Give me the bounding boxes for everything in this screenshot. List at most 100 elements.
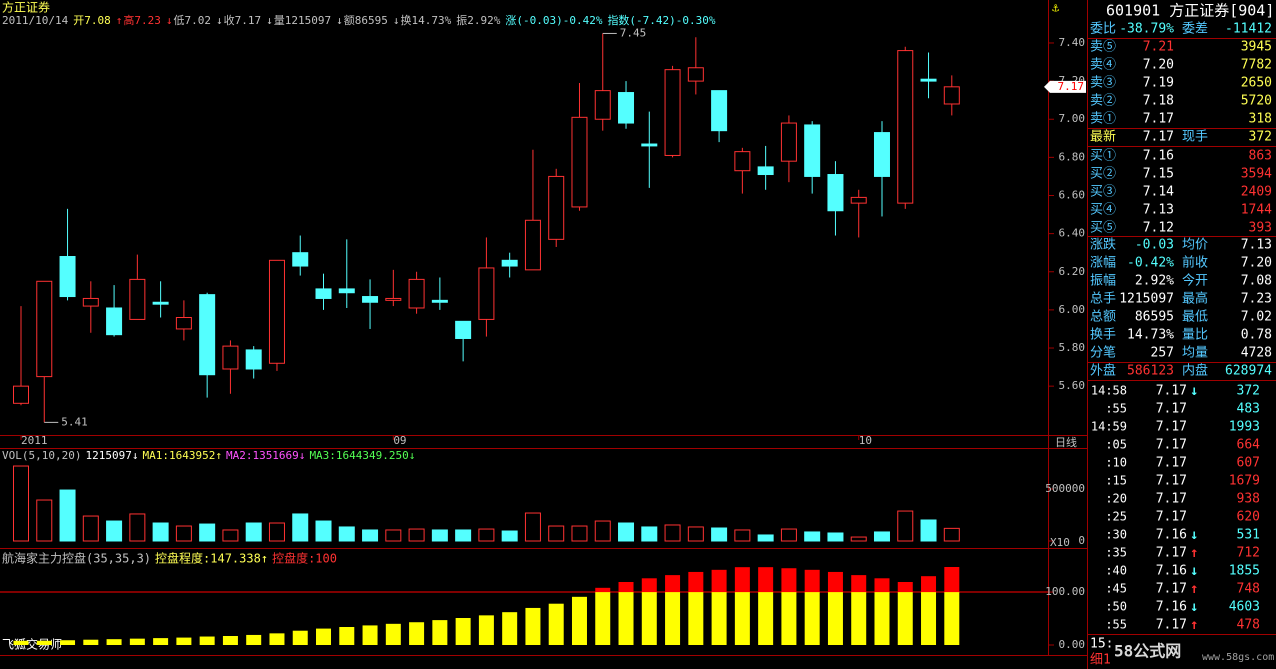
tick-volume: 4603 [1229,600,1260,615]
y-tick-label: 500000 [1045,482,1085,495]
volume-bar [175,525,192,542]
stat-label: 量比 [1182,328,1208,343]
stat-label: 振幅 [1090,274,1116,289]
last-price-tag [1044,80,1086,93]
volume-bar [664,524,681,542]
indicator-bar-low [432,620,448,645]
info-item: 2011/10/14 [2,14,69,27]
last-value: 372 [1249,130,1272,145]
candle-body [571,116,588,208]
y-tick-label: 6.80 [1059,150,1086,163]
stat-value: 1215097 [1119,292,1174,307]
last-price-label: 7.17 [1058,80,1085,93]
y-tick-label: 6.20 [1059,265,1086,278]
volume-bar [897,510,914,542]
candle-body [245,349,262,370]
bid-label: 买③ [1090,185,1116,200]
y-tick-label: 5.60 [1059,379,1086,392]
volume-bar [804,531,821,542]
indicator-bar-low [781,592,797,645]
tick-volume: 1855 [1229,564,1260,579]
tick-arrow: ↑ [1190,581,1198,597]
info-item: ↓ [336,14,343,27]
volume-bar [268,522,285,542]
ratio-label: 委差 [1182,22,1208,37]
app-title: 方正证券 [2,0,50,15]
candle-body [199,294,216,376]
tick-volume: 1679 [1229,474,1260,489]
info-item: 高7.23 [123,13,161,27]
indicator-bar-low [129,638,145,645]
stat-label: 均价 [1182,238,1208,253]
indicator-bar-low [688,592,704,645]
tick-price: 7.17 [1156,492,1187,507]
indicator-bar-low [292,630,308,645]
x-tick-label: 10 [859,434,872,447]
stat-value: 7.13 [1241,238,1272,253]
anchor-icon: ⚓ [1052,1,1060,15]
y-tick-label: 6.40 [1059,227,1086,240]
tick-volume: 620 [1237,510,1260,525]
ask-price: 7.17 [1143,112,1174,127]
indicator-bar-low [199,636,215,645]
tick-time: :55 [1105,402,1127,416]
stat-label: 总手 [1090,292,1116,307]
last-label: 最新 [1090,129,1116,145]
tick-arrow: ↓ [1190,527,1198,543]
last-label: 现手 [1182,130,1208,145]
info-item: 低7.02 [173,14,211,27]
volume-bar [82,515,99,542]
bid-volume: 863 [1249,149,1272,164]
stat-label: 总额 [1090,310,1116,325]
candle-body [897,50,914,204]
info-item: ↓ [216,14,223,27]
tick-price: 7.17 [1156,582,1187,597]
candle-body [501,259,518,267]
tick-time: :55 [1105,618,1127,632]
tick-time: :50 [1105,600,1127,614]
bid-volume: 3594 [1241,167,1272,182]
tick-volume: 748 [1237,582,1260,597]
tick-volume: 664 [1237,438,1261,453]
volume-bar [36,499,53,542]
candle-body [478,267,495,320]
y-tick-label: 6.60 [1059,188,1086,201]
unit-label: X10 [1050,536,1070,549]
tick-arrow: ↑ [1190,617,1198,633]
stat-label: 最高 [1182,291,1208,307]
volume-legend: 1215097↓ [85,449,138,462]
stat-label: 今开 [1182,273,1208,289]
stat-label: 最低 [1182,310,1208,325]
candle-body [757,166,774,176]
indicator-bar-high [851,575,867,593]
y-tick-label: 6.00 [1059,303,1086,316]
low-label: 5.41 [61,415,88,428]
volume-bar [385,529,402,542]
bid-volume: 1744 [1241,203,1272,218]
stat-value: -0.03 [1135,238,1174,253]
indicator-bar-low [641,592,657,645]
candle-body [82,297,99,307]
tick-time: :30 [1105,528,1127,542]
ask-label: 卖① [1090,112,1116,127]
volume-bar [757,534,774,542]
stat-label: 分笔 [1090,345,1116,361]
indicator-bar-low [851,592,867,645]
volume-bar [594,520,611,542]
stat-value: 257 [1151,346,1174,361]
candle-body [292,252,309,267]
stat-value: 7.20 [1241,256,1272,271]
candle-body [920,78,937,82]
indicator-bar-high [897,582,913,593]
flow-label: 外盘 [1090,363,1116,379]
x-tick-label: 2011 [21,434,48,447]
flow-label: 内盘 [1182,363,1208,379]
candle-body [711,90,728,132]
tick-time: :25 [1105,510,1127,524]
indicator-bar-low [734,592,750,645]
ask-label: 卖③ [1090,76,1116,91]
indicator-bar-high [804,569,820,593]
volume-bar [152,522,169,542]
candle-body [222,345,239,370]
candle-body [13,385,29,404]
